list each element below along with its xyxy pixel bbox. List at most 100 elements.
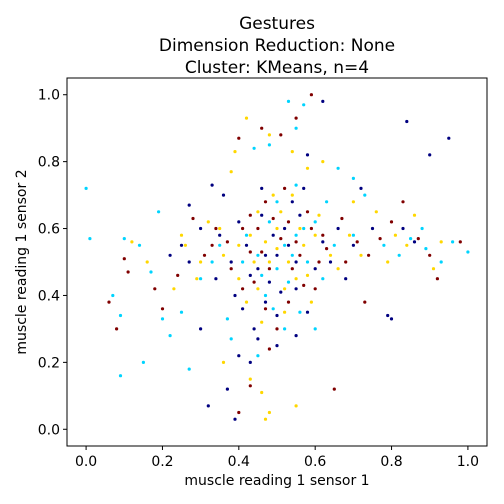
- scatter-point-cluster-0-17: [206, 404, 210, 408]
- y-axis-label: muscle reading 1 sensor 2: [14, 169, 30, 354]
- y-tick-label-5: 1.0: [38, 88, 60, 104]
- scatter-point-cluster-1-48: [256, 354, 260, 358]
- scatter-point-cluster-1-43: [420, 226, 424, 231]
- scatter-point-cluster-2-45: [267, 260, 271, 264]
- scatter-point-cluster-0-33: [241, 307, 245, 311]
- scatter-point-cluster-0-49: [321, 99, 325, 103]
- scatter-point-cluster-2-58: [179, 233, 184, 237]
- scatter-point-cluster-3-4: [298, 253, 302, 257]
- scatter-point-cluster-1-42: [466, 250, 470, 254]
- scatter-point-cluster-3-0: [279, 237, 283, 241]
- scatter-point-cluster-1-34: [336, 166, 340, 170]
- scatter-point-cluster-1-41: [451, 240, 455, 244]
- scatter-point-cluster-1-55: [302, 226, 306, 231]
- scatter-point-cluster-1-12: [351, 233, 355, 237]
- scatter-point-cluster-3-42: [275, 327, 279, 331]
- scatter-point-cluster-3-49: [256, 226, 260, 231]
- scatter-point-cluster-2-11: [328, 253, 333, 257]
- scatter-point-cluster-3-32: [401, 200, 405, 204]
- scatter-point-cluster-3-57: [248, 213, 252, 217]
- x-axis-ticks: 0.0 0.2 0.4 0.6 0.8 1.0: [75, 446, 479, 470]
- scatter-point-cluster-1-46: [313, 327, 317, 331]
- scatter-point-cluster-1-38: [409, 237, 413, 241]
- scatter-point-cluster-3-46: [313, 287, 317, 291]
- scatter-point-cluster-3-6: [309, 226, 313, 231]
- scatter-point-cluster-1-52: [275, 267, 279, 271]
- scatter-point-cluster-3-36: [458, 240, 462, 244]
- scatter-point-cluster-1-3: [256, 253, 260, 257]
- scatter-point-cluster-3-3: [248, 250, 252, 254]
- scatter-point-cluster-1-9: [263, 293, 268, 298]
- chart-title-line-2: Dimension Reduction: None: [159, 36, 395, 56]
- scatter-point-cluster-2-59: [393, 233, 397, 237]
- scatter-point-cluster-1-17: [111, 293, 115, 298]
- scatter-point-cluster-0-42: [336, 226, 340, 231]
- scatter-point-cluster-3-52: [321, 233, 325, 237]
- scatter-point-cluster-0-22: [359, 186, 363, 190]
- scatter-point-cluster-2-55: [347, 233, 352, 237]
- scatter-point-cluster-2-19: [229, 170, 233, 174]
- scatter-point-cluster-0-34: [286, 243, 291, 247]
- scatter-point-cluster-3-10: [225, 240, 229, 244]
- scatter-point-cluster-3-29: [367, 253, 371, 257]
- scatter-point-cluster-2-5: [237, 243, 241, 247]
- scatter-point-cluster-0-30: [260, 186, 264, 190]
- scatter-point-cluster-3-28: [355, 240, 359, 244]
- scatter-point-cluster-2-31: [172, 287, 176, 291]
- scatter-point-cluster-2-57: [305, 273, 310, 277]
- scatter-point-cluster-1-4: [305, 260, 310, 264]
- scatter-point-cluster-0-50: [210, 183, 214, 187]
- scatter-point-cluster-3-45: [241, 287, 245, 291]
- scatter-point-cluster-2-21: [248, 377, 252, 381]
- scatter-point-cluster-2-52: [256, 210, 260, 214]
- scatter-point-cluster-0-48: [305, 153, 310, 157]
- scatter-point-cluster-1-6: [244, 233, 249, 237]
- scatter-point-cluster-0-16: [199, 327, 203, 331]
- scatter-point-cluster-0-3: [294, 260, 298, 264]
- scatter-point-cluster-3-27: [344, 260, 348, 264]
- scatter-point-cluster-1-1: [267, 220, 271, 224]
- x-tick-label-1: 0.2: [151, 454, 173, 470]
- scatter-point-cluster-3-19: [126, 270, 130, 274]
- scatter-point-cluster-0-11: [218, 233, 222, 237]
- scatter-point-cluster-2-48: [317, 213, 321, 217]
- scatter-point-cluster-2-34: [431, 267, 436, 271]
- scatter-point-cluster-1-51: [325, 200, 329, 204]
- x-axis-label: muscle reading 1 sensor 1: [184, 473, 369, 489]
- scatter-point-cluster-0-28: [370, 226, 375, 231]
- scatter-point-cluster-0-0: [275, 253, 279, 257]
- scatter-point-cluster-2-32: [412, 213, 417, 217]
- scatter-point-cluster-1-5: [275, 200, 279, 204]
- scatter-point-cluster-0-57: [260, 213, 264, 217]
- y-tick-label-4: 0.8: [38, 155, 60, 171]
- scatter-point-cluster-0-19: [405, 119, 409, 124]
- scatter-point-cluster-2-37: [359, 253, 363, 257]
- scatter-point-cluster-2-17: [305, 166, 310, 170]
- scatter-point-cluster-2-40: [260, 320, 264, 324]
- scatter-point-cluster-2-39: [351, 200, 355, 204]
- scatter-point-cluster-1-35: [351, 176, 355, 180]
- scatter-point-cluster-2-38: [374, 210, 378, 214]
- scatter-point-cluster-2-14: [267, 133, 271, 137]
- y-tick-label-1: 0.2: [38, 355, 60, 371]
- scatter-point-cluster-3-54: [214, 226, 218, 231]
- scatter-point-cluster-3-20: [122, 257, 126, 261]
- scatter-point-cluster-3-34: [428, 253, 432, 257]
- scatter-point-cluster-3-56: [263, 200, 268, 204]
- scatter-point-cluster-0-40: [328, 260, 333, 264]
- scatter-point-cluster-0-35: [271, 233, 275, 237]
- scatter-point-cluster-3-14: [294, 116, 298, 120]
- scatter-point-cluster-0-43: [344, 277, 348, 281]
- scatter-point-cluster-2-25: [263, 417, 268, 421]
- scatter-point-cluster-2-2: [286, 260, 291, 264]
- scatter-point-cluster-2-42: [244, 300, 249, 304]
- scatter-point-cluster-0-54: [401, 226, 405, 231]
- scatter-point-cluster-2-43: [309, 300, 313, 304]
- scatter-point-cluster-1-54: [290, 253, 294, 257]
- scatter-point-cluster-2-27: [183, 243, 187, 247]
- scatter-point-cluster-1-21: [141, 360, 145, 364]
- scatter-point-cluster-3-21: [160, 307, 165, 311]
- scatter-point-cluster-3-40: [237, 410, 241, 415]
- x-tick-label-5: 1.0: [457, 454, 479, 470]
